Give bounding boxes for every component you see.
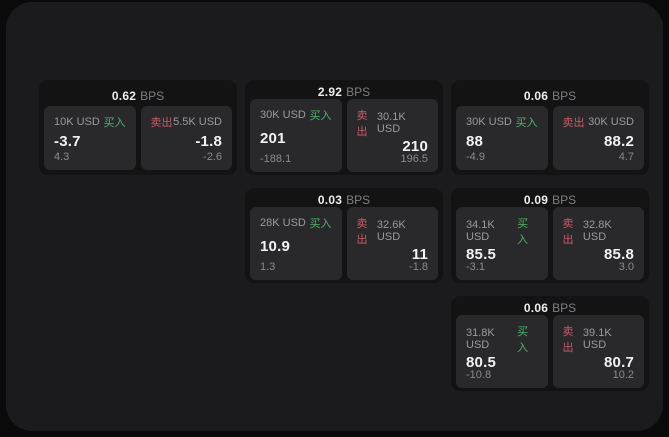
bps-card: 0.06 BPS 31.8K USD 买入 80.5 -10.8 卖出 39.1… bbox=[451, 296, 649, 391]
buy-tile[interactable]: 28K USD 买入 10.9 1.3 bbox=[250, 207, 342, 280]
bps-card: 0.03 BPS 28K USD 买入 10.9 1.3 卖出 32.6K US… bbox=[245, 188, 443, 283]
buy-delta: 4.3 bbox=[54, 151, 70, 163]
buy-label: 买入 bbox=[309, 218, 332, 230]
bps-value: 0.62 bbox=[111, 88, 137, 103]
buy-label: 买入 bbox=[517, 326, 529, 354]
buy-delta: 1.3 bbox=[260, 261, 276, 273]
sell-tile[interactable]: 卖出 32.6K USD 11 -1.8 bbox=[346, 207, 438, 280]
bps-card-header: 0.06 BPS bbox=[456, 301, 644, 315]
bps-unit-label: BPS bbox=[552, 301, 577, 315]
sell-price: 85.8 bbox=[604, 246, 634, 263]
buy-sell-tiles: 31.8K USD 买入 80.5 -10.8 卖出 39.1K USD 80.… bbox=[456, 315, 644, 388]
bps-card-header: 2.92 BPS bbox=[250, 85, 438, 99]
bps-value: 0.03 bbox=[317, 193, 343, 207]
buy-amount: 30K USD bbox=[466, 116, 512, 128]
sell-label: 卖出 bbox=[562, 117, 585, 129]
buy-amount: 28K USD bbox=[260, 217, 306, 229]
sell-tile[interactable]: 卖出 32.8K USD 85.8 3.0 bbox=[552, 207, 644, 280]
sell-price: 80.7 bbox=[604, 354, 634, 371]
main-panel: 0.62 BPS 10K USD 买入 -3.7 4.3 卖出 5.5K USD… bbox=[6, 2, 663, 431]
bps-card-header: 0.06 BPS bbox=[456, 85, 644, 106]
sell-tile[interactable]: 卖出 30K USD 88.2 4.7 bbox=[552, 106, 644, 170]
sell-label: 卖出 bbox=[562, 218, 574, 246]
bps-card-header: 0.03 BPS bbox=[250, 193, 438, 207]
buy-sell-tiles: 10K USD 买入 -3.7 4.3 卖出 5.5K USD -1.8 -2.… bbox=[44, 106, 232, 170]
bps-card-header: 0.09 BPS bbox=[456, 193, 644, 207]
bps-card-grid: 0.62 BPS 10K USD 买入 -3.7 4.3 卖出 5.5K USD… bbox=[39, 80, 649, 391]
buy-tile[interactable]: 31.8K USD 买入 80.5 -10.8 bbox=[456, 315, 548, 388]
bps-value: 0.06 bbox=[523, 301, 549, 315]
bps-card: 0.62 BPS 10K USD 买入 -3.7 4.3 卖出 5.5K USD… bbox=[39, 80, 237, 175]
buy-amount: 34.1K USD bbox=[466, 219, 495, 243]
sell-label: 卖出 bbox=[150, 117, 173, 129]
buy-tile[interactable]: 34.1K USD 买入 85.5 -3.1 bbox=[456, 207, 548, 280]
buy-tile[interactable]: 10K USD 买入 -3.7 4.3 bbox=[44, 106, 136, 170]
buy-label: 买入 bbox=[515, 117, 538, 129]
buy-sell-tiles: 30K USD 买入 88 -4.9 卖出 30K USD 88.2 4.7 bbox=[456, 106, 644, 170]
buy-delta: -10.8 bbox=[466, 369, 492, 381]
bps-unit-label: BPS bbox=[140, 88, 165, 103]
sell-delta: 10.2 bbox=[612, 369, 634, 381]
buy-tile[interactable]: 30K USD 买入 88 -4.9 bbox=[456, 106, 548, 170]
buy-label: 买入 bbox=[309, 110, 332, 122]
sell-amount: 32.6K USD bbox=[376, 219, 406, 243]
bps-unit-label: BPS bbox=[552, 88, 577, 103]
sell-price: 210 bbox=[402, 138, 428, 155]
sell-delta: 4.7 bbox=[618, 151, 634, 163]
sell-tile[interactable]: 卖出 30.1K USD 210 196.5 bbox=[346, 99, 438, 172]
bps-value: 2.92 bbox=[317, 85, 343, 99]
bps-card-header: 0.62 BPS bbox=[44, 85, 232, 106]
buy-price: 201 bbox=[260, 130, 286, 147]
buy-price: -3.7 bbox=[54, 132, 81, 150]
sell-delta: -2.6 bbox=[203, 151, 222, 163]
buy-label: 买入 bbox=[517, 218, 529, 246]
sell-price: 88.2 bbox=[604, 132, 634, 150]
sell-tile[interactable]: 卖出 5.5K USD -1.8 -2.6 bbox=[140, 106, 232, 170]
buy-delta: -4.9 bbox=[466, 151, 485, 163]
sell-amount: 30.1K USD bbox=[376, 111, 406, 135]
bps-card: 2.92 BPS 30K USD 买入 201 -188.1 卖出 30.1K … bbox=[245, 80, 443, 175]
buy-amount: 30K USD bbox=[260, 109, 306, 121]
buy-label: 买入 bbox=[103, 117, 126, 129]
bps-unit-label: BPS bbox=[346, 193, 371, 207]
sell-tile[interactable]: 卖出 39.1K USD 80.7 10.2 bbox=[552, 315, 644, 388]
buy-tile[interactable]: 30K USD 买入 201 -188.1 bbox=[250, 99, 342, 172]
buy-price: 88 bbox=[466, 132, 484, 150]
bps-unit-label: BPS bbox=[346, 85, 371, 99]
buy-amount: 31.8K USD bbox=[466, 327, 495, 351]
sell-price: 11 bbox=[411, 246, 428, 263]
sell-amount: 5.5K USD bbox=[173, 116, 222, 128]
sell-label: 卖出 bbox=[356, 110, 368, 138]
bps-card: 0.06 BPS 30K USD 买入 88 -4.9 卖出 30K USD 8… bbox=[451, 80, 649, 175]
buy-price: 80.5 bbox=[466, 354, 496, 371]
buy-sell-tiles: 34.1K USD 买入 85.5 -3.1 卖出 32.8K USD 85.8… bbox=[456, 207, 644, 280]
bps-value: 0.09 bbox=[523, 193, 549, 207]
sell-amount: 39.1K USD bbox=[582, 327, 612, 351]
sell-amount: 32.8K USD bbox=[582, 219, 612, 243]
sell-label: 卖出 bbox=[356, 218, 368, 246]
buy-price: 10.9 bbox=[260, 238, 290, 255]
buy-price: 85.5 bbox=[466, 246, 496, 263]
sell-price: -1.8 bbox=[195, 132, 222, 150]
bps-value: 0.06 bbox=[523, 88, 549, 103]
sell-delta: -1.8 bbox=[409, 261, 428, 273]
sell-delta: 196.5 bbox=[400, 153, 428, 165]
buy-delta: -3.1 bbox=[466, 261, 485, 273]
sell-amount: 30K USD bbox=[588, 116, 634, 128]
buy-delta: -188.1 bbox=[260, 153, 292, 165]
buy-amount: 10K USD bbox=[54, 116, 100, 128]
bps-unit-label: BPS bbox=[552, 193, 577, 207]
sell-label: 卖出 bbox=[562, 326, 574, 354]
buy-sell-tiles: 30K USD 买入 201 -188.1 卖出 30.1K USD 210 1… bbox=[250, 99, 438, 172]
bps-card: 0.09 BPS 34.1K USD 买入 85.5 -3.1 卖出 32.8K… bbox=[451, 188, 649, 283]
sell-delta: 3.0 bbox=[618, 261, 634, 273]
buy-sell-tiles: 28K USD 买入 10.9 1.3 卖出 32.6K USD 11 -1.8 bbox=[250, 207, 438, 280]
